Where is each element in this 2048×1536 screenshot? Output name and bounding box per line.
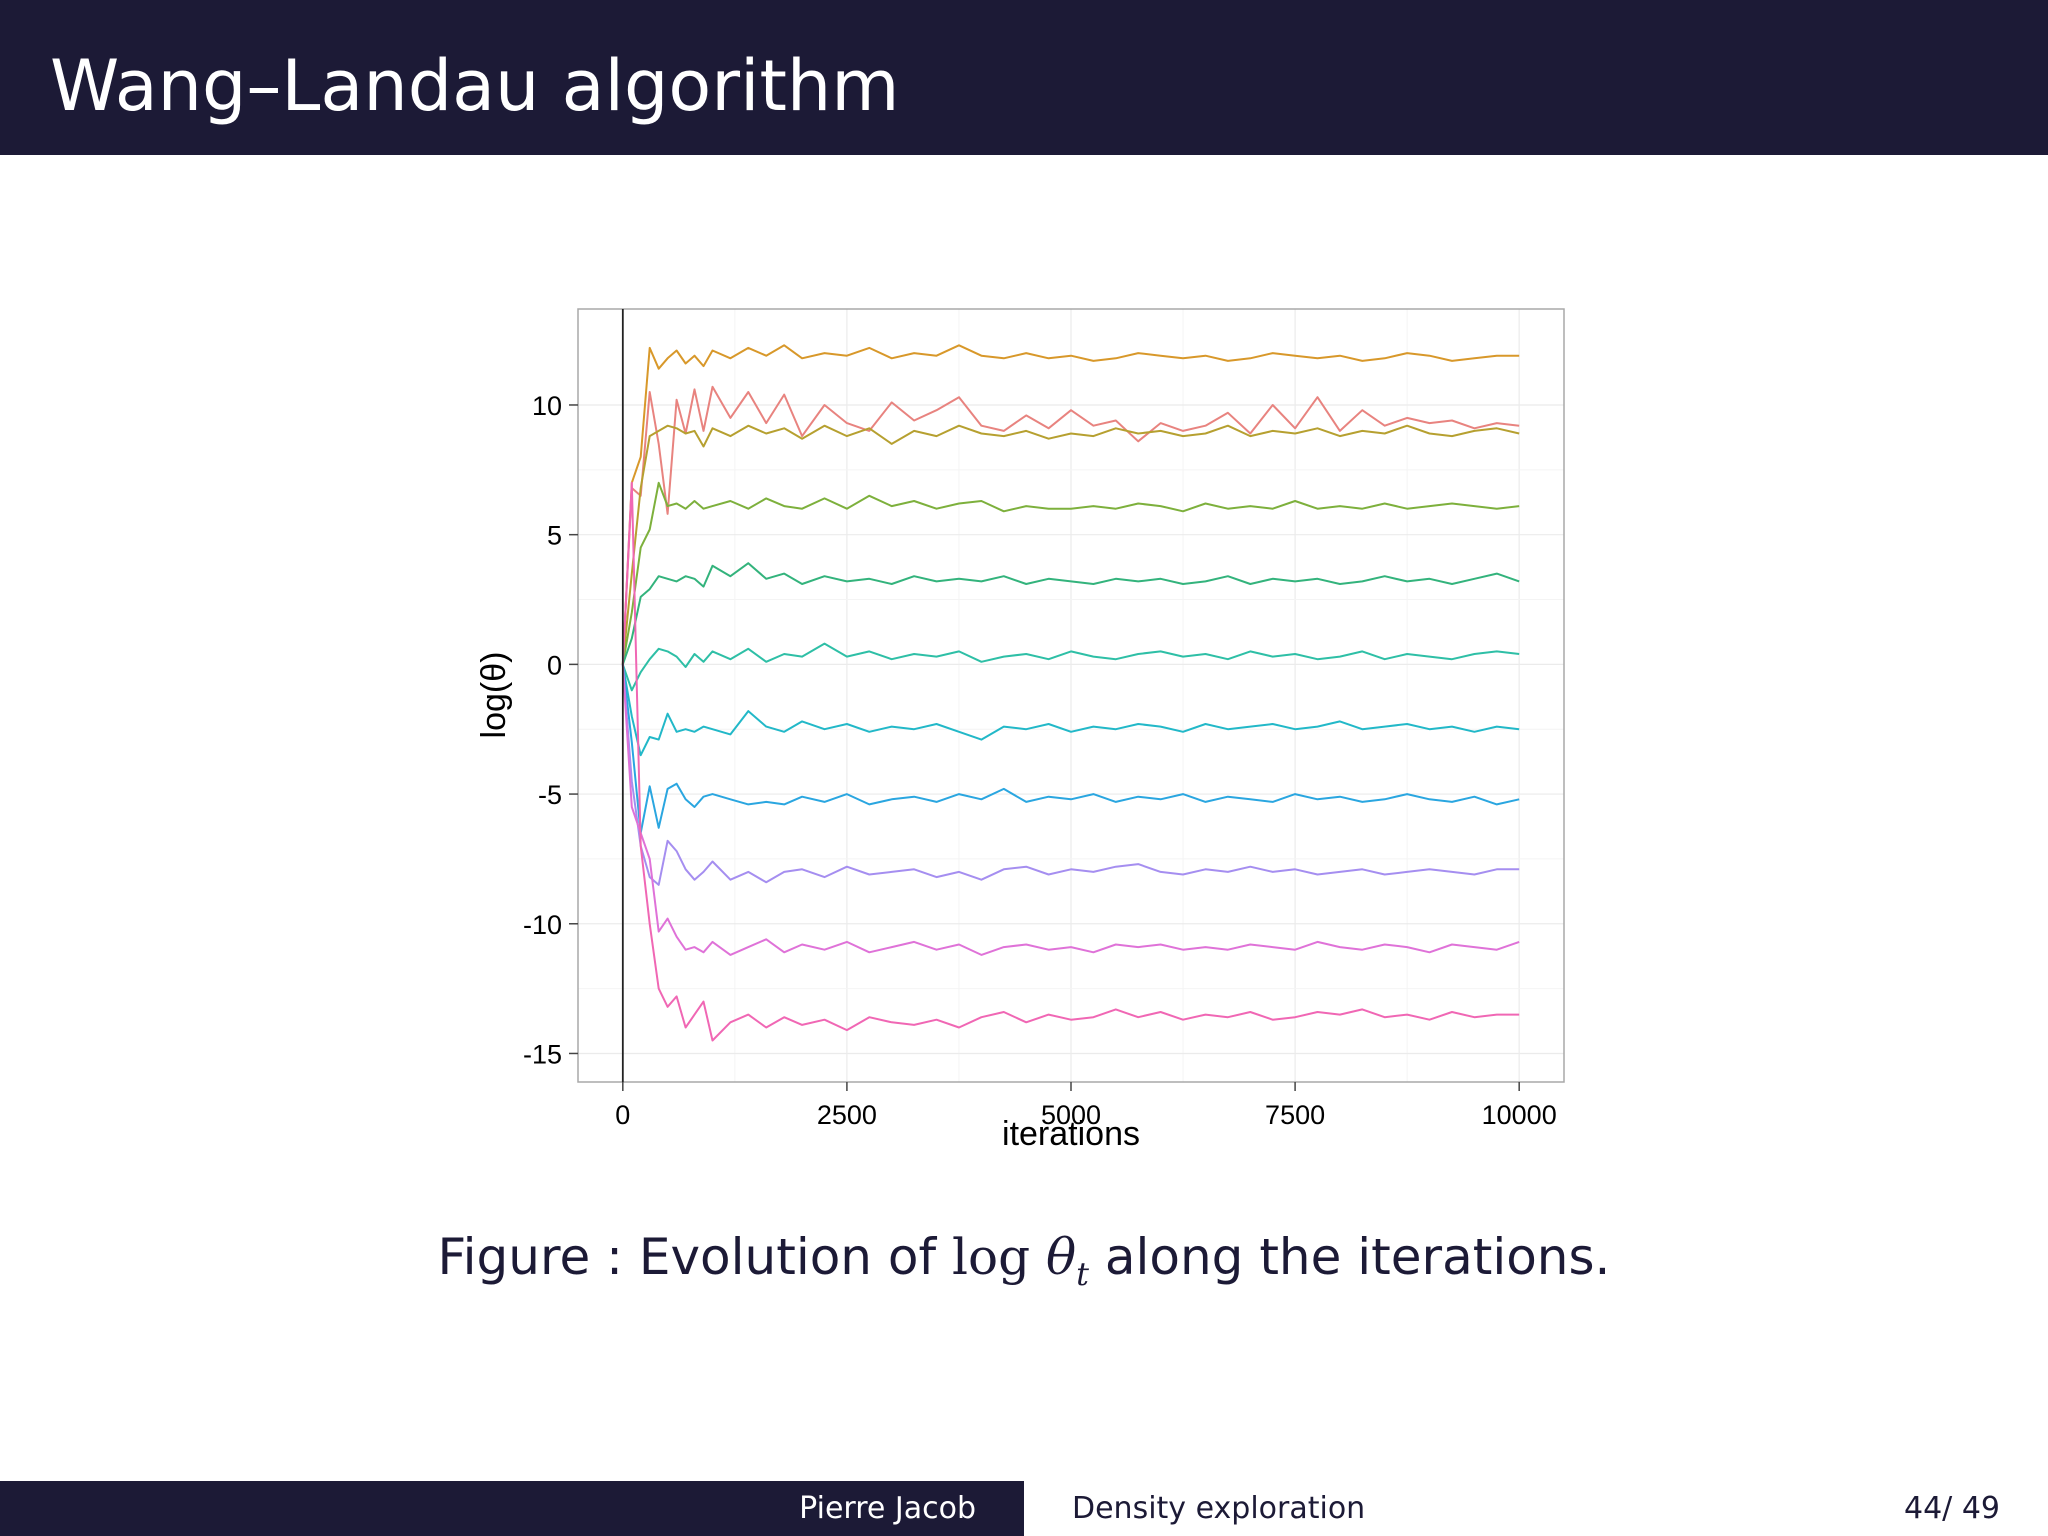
x-tick-label: 2500 <box>817 1100 877 1130</box>
footer-page-number: 44/ 49 <box>1904 1491 2000 1526</box>
series-line-3 <box>621 424 1520 665</box>
y-tick-label: 10 <box>532 391 562 421</box>
caption-label: Figure : <box>437 1228 623 1286</box>
caption-math-func: log <box>951 1228 1031 1286</box>
series-lines <box>621 309 1520 1082</box>
footer-left-panel: Pierre Jacob <box>0 1481 1024 1536</box>
chart: 0 2500 5000 7500 10000 -15 -10 -5 0 5 10 iteration… <box>475 308 1565 1153</box>
slide-title: Wang–Landau algorithm <box>50 45 900 127</box>
footer-author: Pierre Jacob <box>799 1491 976 1526</box>
y-tick-label: -5 <box>538 780 562 810</box>
grid-lines <box>578 309 1564 1082</box>
x-tick-label: 7500 <box>1265 1100 1325 1130</box>
series-line-4 <box>621 481 1520 665</box>
series-line-8 <box>621 664 1520 834</box>
footer-topic: Density exploration <box>1072 1491 1366 1526</box>
caption-text-after: along the iterations. <box>1104 1228 1611 1286</box>
series-line-2 <box>621 385 1520 665</box>
caption-math-var: θ <box>1046 1228 1077 1286</box>
caption-text-before: Evolution of <box>638 1228 937 1286</box>
title-bar: Wang–Landau algorithm <box>0 0 2048 155</box>
y-tick-label: 5 <box>547 521 562 551</box>
y-tick-label: -10 <box>523 910 562 940</box>
y-axis-label: log(θ) <box>475 652 513 739</box>
x-tick-label: 10000 <box>1482 1100 1557 1130</box>
series-line-5 <box>621 562 1520 665</box>
figure-caption: Figure : Evolution of log θt along the i… <box>0 1222 2048 1309</box>
series-line-6 <box>621 642 1520 692</box>
caption-math: log θt <box>951 1228 1089 1293</box>
series-line-9 <box>621 664 1520 886</box>
caption-math-sub: t <box>1076 1255 1089 1293</box>
x-tick-label: 5000 <box>1041 1100 1101 1130</box>
series-line-7 <box>621 664 1520 757</box>
x-axis-label: iterations <box>1002 1115 1140 1153</box>
x-tick-label: 0 <box>615 1100 630 1130</box>
axes: 0 2500 5000 7500 10000 -15 -10 -5 0 5 10 <box>523 391 1557 1130</box>
footer: Pierre Jacob Density exploration 44/ 49 <box>0 1481 2048 1536</box>
y-tick-label: 0 <box>547 650 562 680</box>
y-tick-label: -15 <box>523 1039 562 1069</box>
series-line-1 <box>621 344 1520 665</box>
series-line-11 <box>621 481 1520 1042</box>
footer-right-panel: Density exploration 44/ 49 <box>1024 1481 2048 1536</box>
series-line-10 <box>621 664 1520 956</box>
